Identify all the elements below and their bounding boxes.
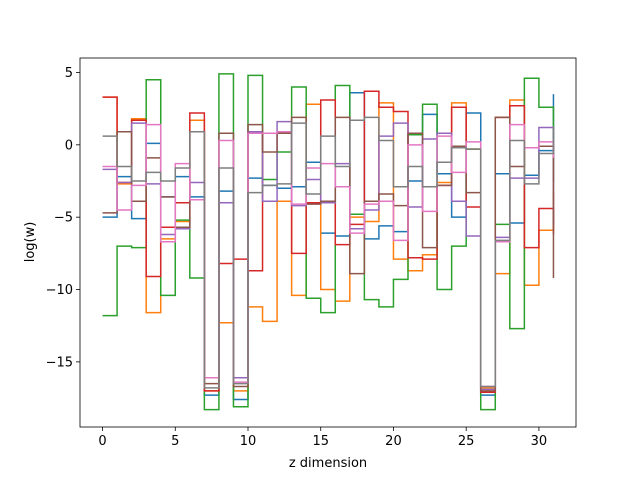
series-line-8 <box>102 116 555 389</box>
series-line-1 <box>102 91 555 401</box>
x-tick-label: 10 <box>240 434 257 449</box>
series-line-5 <box>102 120 555 391</box>
series-line-2 <box>102 96 555 392</box>
series-line-6 <box>102 116 555 392</box>
x-tick-label: 15 <box>312 434 329 449</box>
x-tick-label: 5 <box>171 434 179 449</box>
y-tick-label: −5 <box>54 211 73 226</box>
x-axis-label: z dimension <box>289 456 367 471</box>
y-axis: 5 0 −5 −10 −15 <box>46 66 80 370</box>
x-tick-label: 20 <box>385 434 402 449</box>
series-layer <box>102 73 555 411</box>
y-tick-label: 0 <box>65 138 73 153</box>
y-tick-label: −10 <box>46 283 73 298</box>
x-axis: 0 5 10 15 20 25 30 <box>98 427 547 449</box>
x-tick-label: 30 <box>531 434 548 449</box>
series-line-7 <box>102 123 555 388</box>
plot-frame <box>79 57 577 428</box>
y-tick-label: −15 <box>46 355 73 370</box>
x-tick-label: 25 <box>458 434 475 449</box>
y-axis-label: log(w) <box>23 222 38 263</box>
y-tick-label: 5 <box>65 66 73 81</box>
x-tick-label: 0 <box>98 434 106 449</box>
